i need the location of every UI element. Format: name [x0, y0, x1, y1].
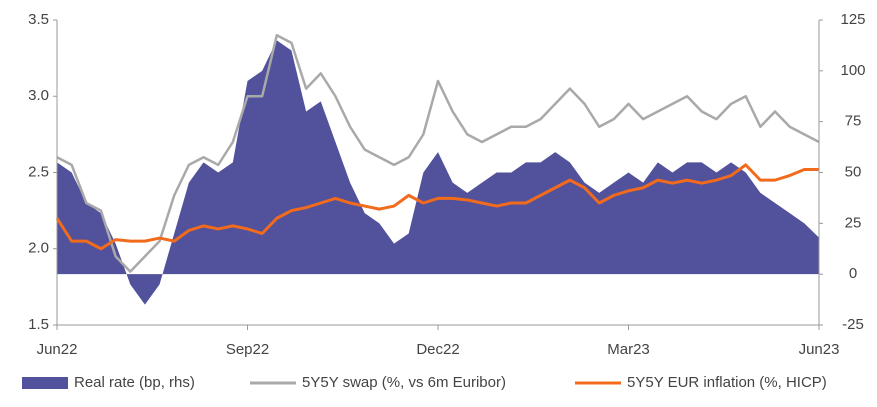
- x-tick-label: Sep22: [226, 341, 269, 358]
- y2-tick-label: 100: [840, 62, 865, 79]
- legend-label: 5Y5Y EUR inflation (%, HICP): [627, 374, 827, 391]
- legend-label: Real rate (bp, rhs): [74, 374, 195, 391]
- legend-label: 5Y5Y swap (%, vs 6m Euribor): [302, 374, 506, 391]
- y-tick-label: 2.5: [28, 163, 49, 180]
- y-tick-label: 1.5: [28, 316, 49, 333]
- y-tick-label: 2.0: [28, 240, 49, 257]
- line: [55, 163, 819, 251]
- y2-tick-label: 25: [845, 214, 862, 231]
- legend-swatch: [22, 377, 68, 389]
- area: [57, 40, 819, 305]
- y2-tick-label: 125: [840, 11, 865, 28]
- y-tick-label: 3.5: [28, 11, 49, 28]
- x-tick-label: Mar23: [607, 341, 650, 358]
- line: [56, 34, 820, 273]
- x-tick-label: Dec22: [416, 341, 459, 358]
- y2-tick-label: 75: [845, 113, 862, 130]
- y-tick-label: 3.0: [28, 87, 49, 104]
- y2-tick-label: 0: [849, 265, 857, 282]
- x-tick-label: Jun23: [799, 341, 840, 358]
- y2-tick-label: 50: [845, 163, 862, 180]
- y2-tick-label: -25: [842, 316, 864, 333]
- x-tick-label: Jun22: [37, 341, 78, 358]
